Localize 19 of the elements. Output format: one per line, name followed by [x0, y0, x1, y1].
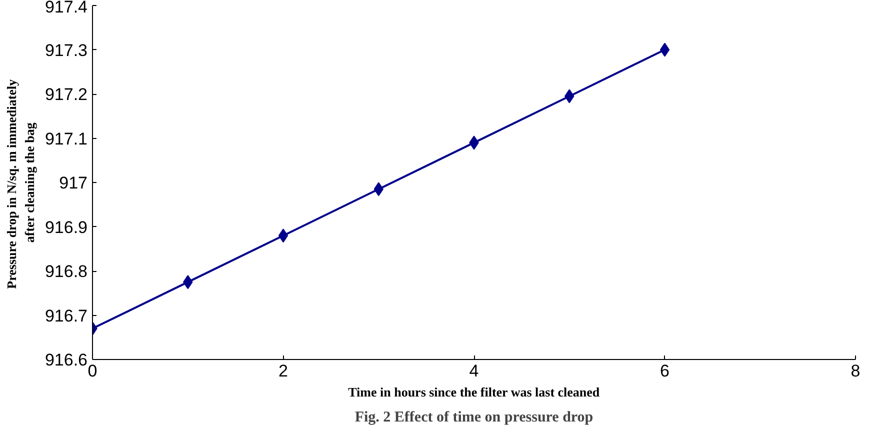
y-tick-label: 916.9	[44, 218, 88, 237]
x-tick-label: 6	[660, 362, 670, 380]
y-tick-label: 917	[59, 174, 88, 192]
point	[278, 228, 288, 243]
text: Fig. 2 Effect of time on pressure drop	[354, 410, 594, 426]
y-tick-label: 916.6	[44, 350, 88, 370]
y-tick-label: 917.4	[44, 0, 88, 16]
x-axis-title: Time in hours since the filter was last cleaned	[348, 384, 600, 400]
y-tick-label: 916.8	[44, 262, 88, 281]
y-tick-label: 917.3	[44, 40, 88, 60]
x-tick-label: 0	[88, 362, 98, 380]
point	[660, 42, 670, 57]
y-tick-label: 916.7	[44, 306, 88, 326]
y-tick-label: 917.1	[44, 129, 88, 148]
x-tick-label: 2	[278, 362, 288, 380]
x-tick-label: 4	[469, 362, 479, 380]
y-tick-label: 917.2	[44, 85, 88, 104]
x-tick-label: 8	[850, 362, 860, 380]
y-axis-title: Pressure drop in N/sq. m immediately after cleaning the bag	[4, 78, 37, 289]
